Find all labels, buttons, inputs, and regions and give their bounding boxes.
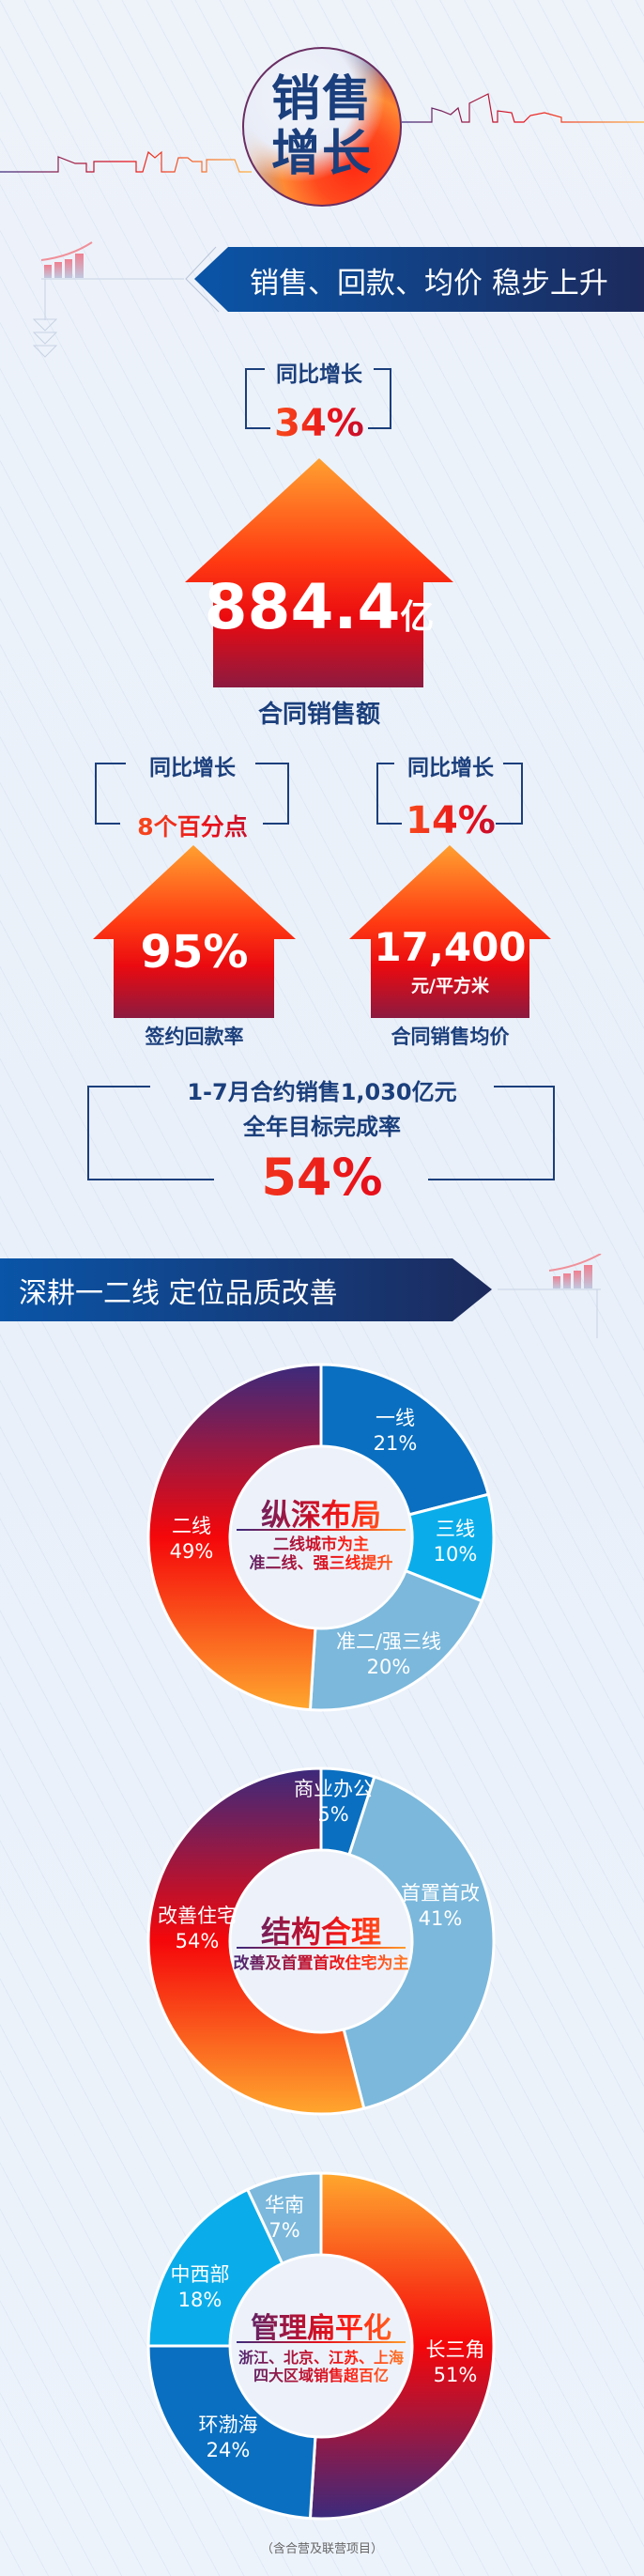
donut-segment-准二/强三线 <box>308 1568 484 1712</box>
left-caption: 签约回款率 <box>145 1026 244 1048</box>
bracket-right <box>376 763 523 825</box>
target-value: 54% <box>86 1148 558 1207</box>
main-value-unit: 亿 <box>400 598 435 637</box>
segment-label: 首置首改 41% <box>401 1882 480 1930</box>
donut-chart-city-tier <box>146 1363 496 1712</box>
donut-1-subtitle-2: 准二线、强三线提升 <box>227 1550 415 1573</box>
arrow-right-shape <box>349 845 551 1018</box>
donut-1-title: 纵深布局 <box>227 1491 415 1535</box>
donut-1-divider <box>237 1529 406 1531</box>
segment-label: 一线 21% <box>373 1407 418 1455</box>
segment-label: 准二/强三线 20% <box>335 1630 442 1678</box>
donut-hole <box>231 2256 411 2436</box>
segment-label: 三线 10% <box>433 1518 478 1566</box>
segment-label: 环渤海 24% <box>198 2414 258 2461</box>
donut-segment-改善住宅 <box>146 1766 366 2116</box>
segment-label: 二线 49% <box>169 1515 214 1563</box>
donut-segment-环渤海 <box>146 2344 317 2521</box>
donut-3-subtitle-1: 浙江、北京、江苏、上海 <box>227 2345 415 2368</box>
donut-hole <box>231 1851 411 2031</box>
left-value: 95% <box>140 926 249 979</box>
arrow-main-shape <box>185 458 453 687</box>
main-value: 884.4亿 <box>185 571 453 643</box>
donut-segment-华南 <box>245 2171 323 2266</box>
donut-2-subtitle: 改善及首置首改住宅为主 <box>227 1950 415 1973</box>
donut-3-subtitle-2: 四大区域销售超百亿 <box>227 2363 415 2385</box>
segment-label: 中西部 18% <box>170 2263 230 2311</box>
banner-2-title: 深耕一二线 定位品质改善 <box>19 1277 338 1310</box>
donut-segment-首置首改 <box>342 1775 496 2111</box>
right-yoy-label: 同比增长 <box>407 756 494 780</box>
banner-1-title: 销售、回款、均价 稳步上升 <box>250 267 608 301</box>
left-yoy-value: 8个百分点 <box>94 809 291 842</box>
main-caption: 合同销售额 <box>257 701 380 729</box>
donut-segment-长三角 <box>308 2171 496 2521</box>
bar-chart-icon <box>40 241 93 278</box>
donut-2-title: 结构合理 <box>227 1908 415 1951</box>
donut-chart-product-structure <box>146 1766 496 2116</box>
segment-label: 改善住宅 54% <box>158 1905 237 1952</box>
donut-1-subtitle-1: 二线城市为主 <box>227 1531 415 1554</box>
segment-label: 华南 7% <box>265 2194 304 2242</box>
donut-segment-中西部 <box>146 2187 284 2348</box>
section-title-badge: 销售 增长 <box>242 47 402 207</box>
banner-1-shape <box>40 241 644 320</box>
main-yoy-label: 同比增长 <box>276 362 362 387</box>
segment-label: 商业办公 5% <box>294 1778 373 1826</box>
arrow-left-shape <box>93 845 296 1018</box>
right-caption: 合同销售均价 <box>391 1026 510 1048</box>
donut-3-divider <box>237 2341 406 2343</box>
down-triangles-icon <box>32 318 58 358</box>
target-line-1: 1-7月合约销售1,030亿元 <box>187 1079 457 1105</box>
main-value-number: 884.4 <box>204 571 401 643</box>
skyline-decoration <box>0 93 644 173</box>
right-yoy-value: 14% <box>376 799 526 842</box>
right-unit: 元/平方米 <box>411 976 489 996</box>
target-line-2: 全年目标完成率 <box>243 1114 401 1140</box>
bar-chart-icon-2 <box>548 1254 602 1288</box>
main-yoy-value: 34% <box>244 402 394 445</box>
bracket-main <box>245 368 391 429</box>
donut-segment-一线 <box>319 1363 491 1517</box>
bracket-left <box>95 763 289 825</box>
donut-3-title: 管理扁平化 <box>227 2305 415 2346</box>
title-line-2: 增长 <box>270 126 373 182</box>
bracket-target <box>87 1086 555 1180</box>
footnote: （含合营及联营项目） <box>260 2542 383 2556</box>
donut-chart-region <box>146 2171 496 2521</box>
banner-2-shape <box>0 1254 602 1338</box>
left-yoy-label: 同比增长 <box>149 756 236 780</box>
donut-hole <box>231 1447 411 1627</box>
right-value: 17,400 <box>374 924 527 970</box>
donut-2-divider <box>237 1947 406 1949</box>
donut-segment-二线 <box>146 1363 323 1712</box>
title-line-1: 销售 <box>270 71 373 128</box>
segment-label: 长三角 51% <box>425 2338 485 2386</box>
